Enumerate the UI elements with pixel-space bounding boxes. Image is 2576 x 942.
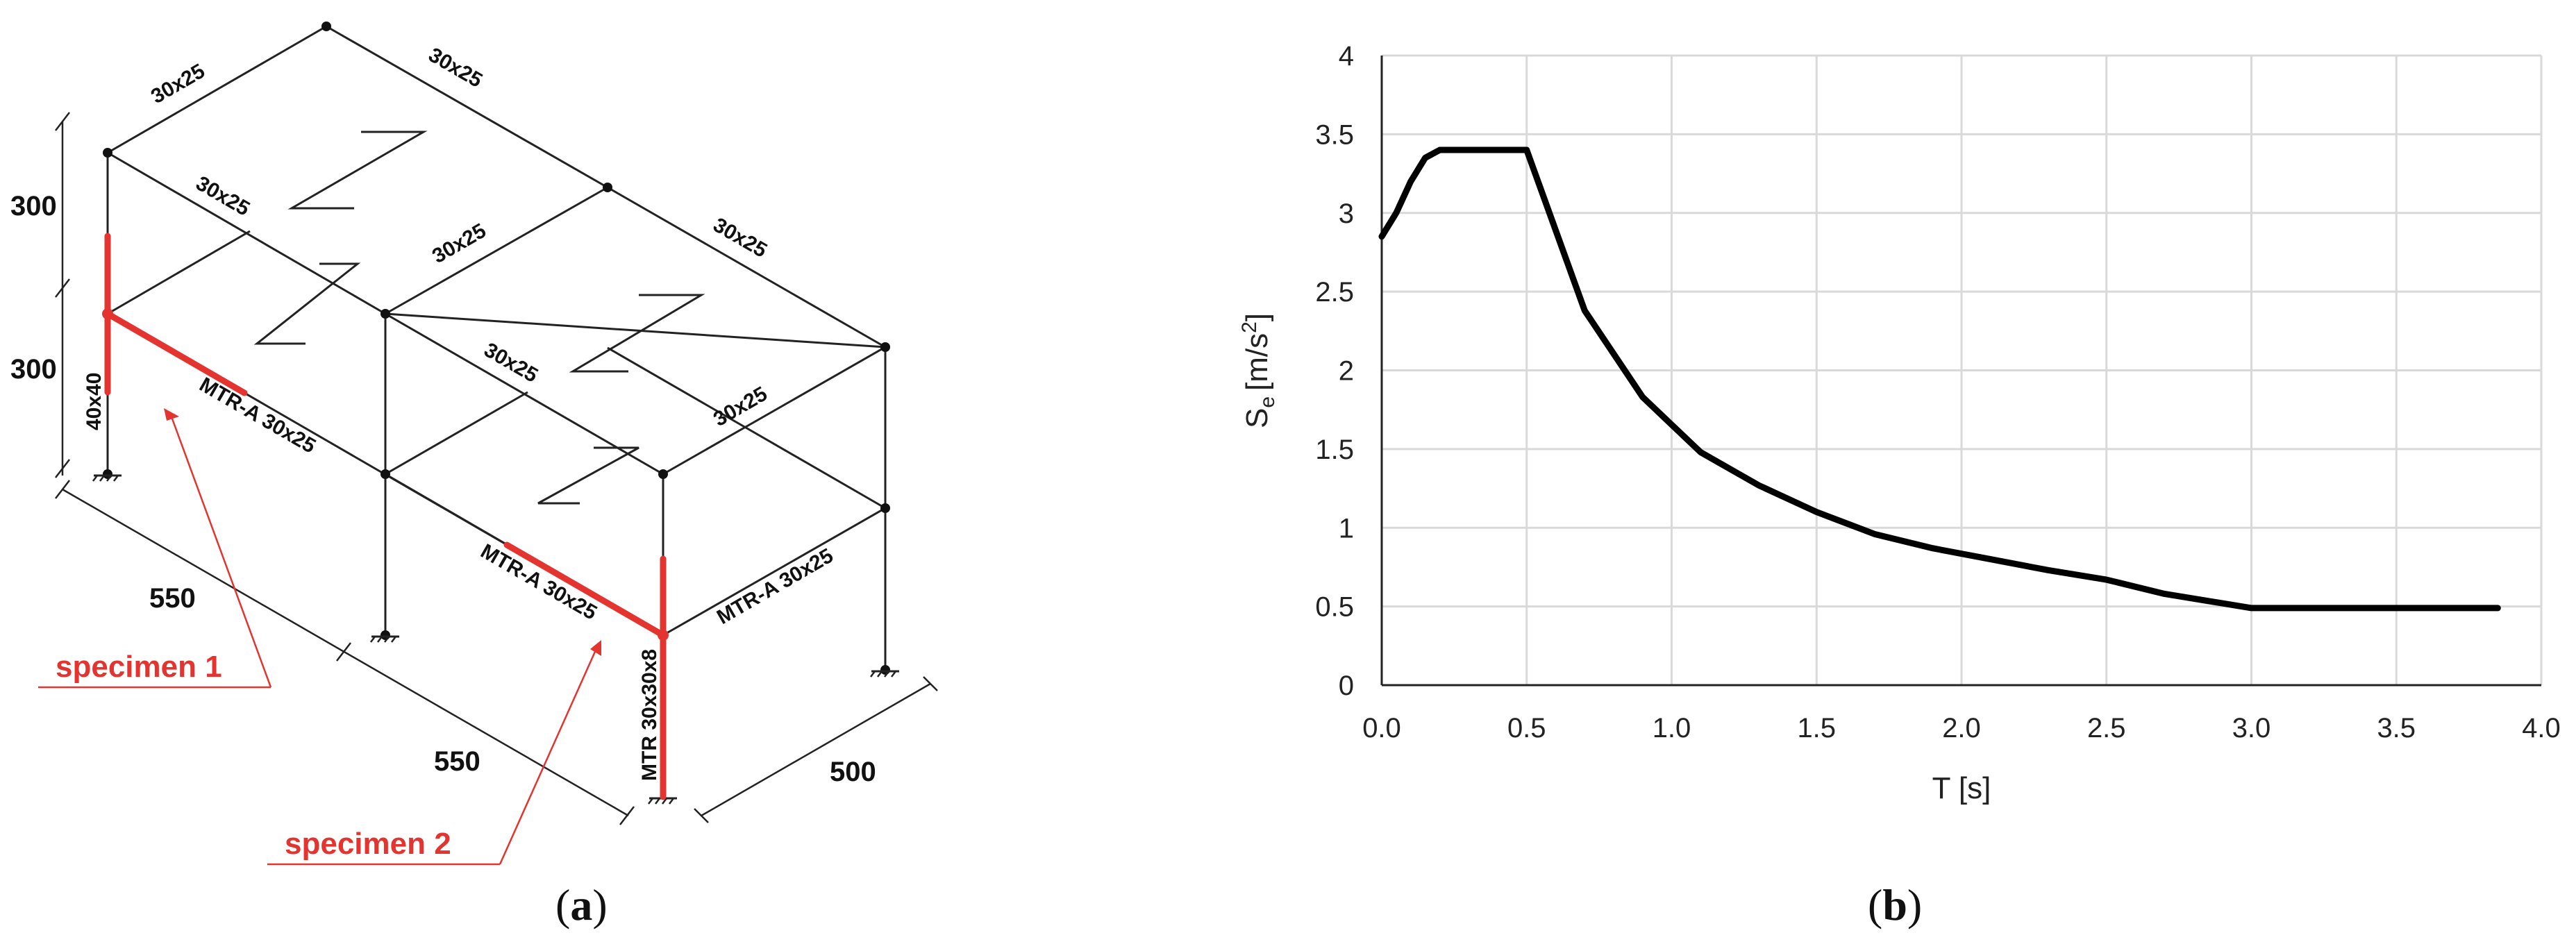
slab-marker-3 [569, 294, 705, 373]
member-label: 30x25 [480, 338, 542, 387]
y-tick-label: 0.5 [1315, 592, 1354, 623]
support [870, 670, 899, 678]
node [380, 469, 390, 479]
y-axis-title-close: ] [1240, 313, 1274, 321]
caption-b: (b) [1868, 880, 1922, 930]
chart-series [1378, 146, 2501, 612]
roof-beam-back-right [326, 25, 608, 189]
member-label: 40x40 [83, 373, 106, 430]
node [603, 183, 612, 192]
y-axis-title-units: [m/s [1240, 333, 1274, 391]
dimension-label: 300 [10, 354, 57, 385]
node [380, 630, 390, 640]
node [321, 22, 331, 31]
support [370, 635, 399, 643]
y-tick-label: 4 [1339, 41, 1354, 72]
dimension-label: 550 [149, 583, 196, 614]
member-label: MTR-A 30x25 [477, 539, 601, 624]
y-tick-label: 1.5 [1315, 435, 1354, 465]
chart-grid [1380, 54, 2543, 687]
roof-beam-mid [662, 346, 886, 476]
dimension-label: 500 [830, 757, 876, 787]
member-label: 30x25 [192, 171, 254, 220]
y-axis-title: Se [m/s2] [1238, 313, 1279, 428]
y-tick-label: 2 [1339, 356, 1354, 387]
node [880, 342, 890, 352]
roof-beam-back-left [107, 25, 327, 154]
x-tick-label: 4.0 [2522, 713, 2561, 743]
specimen-1-node [102, 308, 113, 319]
slab-marker-2 [253, 262, 361, 345]
spectrum-line [1378, 146, 2501, 612]
spectrum-chart: 0.0 0.5 1.0 1.5 2.0 2.5 3.0 3.5 4.0 0 0.5 1 1.5 2 2.5… [1238, 41, 2561, 930]
node [103, 148, 112, 158]
y-tick-label: 2.5 [1315, 277, 1354, 308]
x-axis-title: T [s] [1932, 771, 1991, 805]
x-tick-label: 1.0 [1653, 713, 1691, 743]
member-label: MTR 30x30x8 [638, 649, 661, 781]
node [658, 469, 668, 479]
frame-diagram: 30x25 30x25 30x25 30x25 30x25 30x25 30x2… [10, 22, 938, 930]
y-tick-label: 3 [1339, 199, 1354, 229]
member-label: MTR-A 30x25 [713, 544, 837, 629]
specimen-2-callout: specimen 2 [267, 640, 601, 866]
floor-beam-left [107, 230, 251, 315]
node [880, 503, 890, 513]
caption-a: (a) [555, 880, 608, 930]
dimension-lines [55, 112, 938, 825]
x-tick-labels: 0.0 0.5 1.0 1.5 2.0 2.5 3.0 3.5 4.0 [1362, 713, 2561, 743]
node [380, 309, 390, 319]
member-label: MTR-A 30x25 [196, 373, 320, 457]
y-axis-title-sup: 2 [1238, 321, 1261, 333]
x-tick-label: 0.5 [1507, 713, 1546, 743]
y-axis-title-main: S [1240, 408, 1274, 428]
y-tick-label: 1 [1339, 513, 1354, 544]
node [103, 469, 112, 479]
x-tick-label: 3.5 [2377, 713, 2416, 743]
slab-marker-1 [287, 131, 428, 210]
floor-beam-front [662, 507, 886, 637]
slab-marker-4 [537, 446, 639, 505]
y-tick-labels: 0 0.5 1 1.5 2 2.5 3 3.5 4 [1315, 41, 1354, 701]
roof-beam-front [385, 186, 608, 315]
y-axis-title-sub: e [1256, 396, 1279, 408]
specimen-1-beam [104, 310, 248, 396]
member-label: 30x25 [425, 43, 487, 92]
x-tick-label: 1.5 [1797, 713, 1836, 743]
dimension-label: 550 [434, 746, 480, 777]
caption-a-letter: a [570, 880, 592, 930]
y-tick-label: 3.5 [1315, 119, 1354, 150]
roof-beam-right-long [385, 312, 886, 348]
specimen-1-callout: specimen 1 [38, 408, 272, 689]
node [880, 665, 890, 675]
specimen-2-label: specimen 2 [285, 827, 451, 861]
dimension-label: 300 [10, 191, 57, 221]
specimen-2-node [658, 630, 669, 641]
support [92, 474, 122, 482]
y-tick-label: 0 [1339, 671, 1354, 701]
member-label: 30x25 [710, 213, 771, 262]
specimen-2-beam [503, 541, 667, 639]
floor-beam-right [607, 346, 886, 510]
specimen-1-label: specimen 1 [56, 650, 222, 684]
member-label: 30x25 [147, 60, 209, 108]
floor-beam-back [385, 391, 528, 476]
x-tick-label: 0.0 [1362, 713, 1401, 743]
x-tick-label: 3.0 [2232, 713, 2271, 743]
x-tick-label: 2.0 [1942, 713, 1981, 743]
caption-b-letter: b [1882, 880, 1907, 930]
x-tick-label: 2.5 [2087, 713, 2126, 743]
roof-beam-right [607, 186, 886, 348]
